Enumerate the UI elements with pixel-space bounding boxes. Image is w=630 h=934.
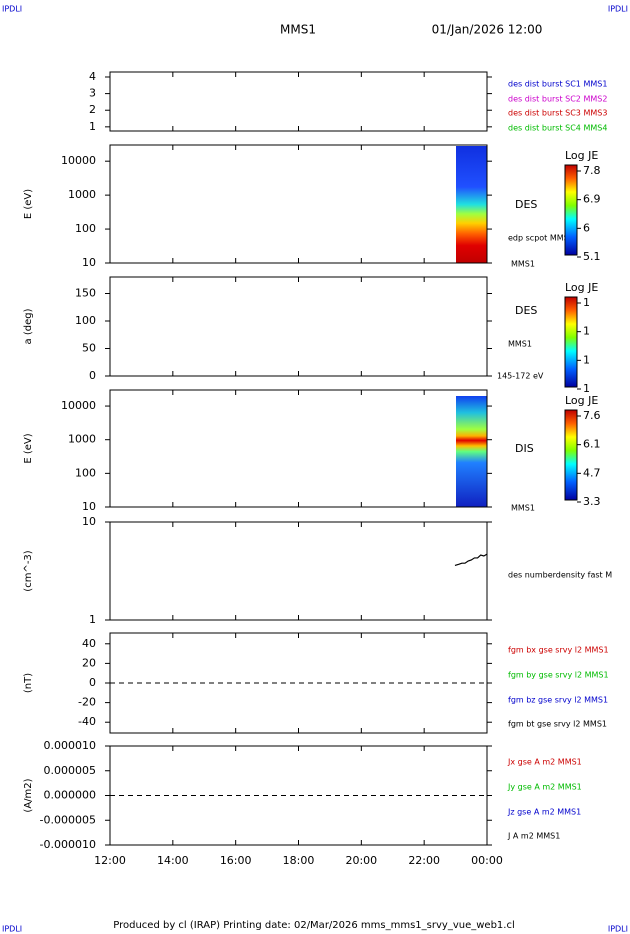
- colorbar-title: Log JE: [565, 281, 598, 294]
- colorbar-title: Log JE: [565, 394, 598, 407]
- colorbar-tick-label: 1: [583, 296, 590, 309]
- y-axis-label: a (deg): [23, 308, 34, 344]
- footer: Produced by cl (IRAP) Printing date: 02/…: [113, 920, 514, 931]
- corner-label: IPDLI: [2, 5, 22, 14]
- x-tick-label: 20:00: [345, 854, 377, 867]
- legend-label: MMS1: [508, 340, 532, 349]
- legend-label: Jx gse A m2 MMS1: [507, 758, 582, 767]
- y-tick-label: 20: [82, 656, 96, 669]
- legend-label: DIS: [515, 442, 534, 455]
- y-tick-label: 100: [75, 466, 96, 479]
- y-tick-label: 10: [82, 515, 96, 528]
- legend-label: Jz gse A m2 MMS1: [507, 808, 581, 817]
- y-tick-label: 10: [82, 256, 96, 269]
- y-tick-label: 1: [89, 120, 96, 133]
- colorbar-tick-label: 6.9: [583, 193, 601, 206]
- y-tick-label: 10000: [61, 399, 96, 412]
- y-tick-label: 0: [89, 369, 96, 382]
- y-tick-label: 1000: [68, 188, 96, 201]
- colorbar-tick-label: 1: [583, 325, 590, 338]
- colorbar-tick-label: 1: [583, 353, 590, 366]
- legend-label: fgm bt gse srvy l2 MMS1: [508, 720, 607, 729]
- y-axis-label: (cm^-3): [23, 550, 34, 591]
- legend-label: DES: [515, 304, 537, 317]
- colorbar: [564, 296, 578, 388]
- legend-label: fgm bz gse srvy l2 MMS1: [508, 696, 608, 705]
- colorbar-tick-label: 7.6: [583, 409, 601, 422]
- plot-frame: [109, 389, 488, 508]
- legend-label: MMS1: [511, 260, 535, 269]
- x-tick-label: 00:00: [471, 854, 503, 867]
- y-tick-label: -20: [78, 696, 96, 709]
- plot-frame: [109, 71, 488, 132]
- colorbar-tick-label: 7.8: [583, 164, 601, 177]
- y-tick-label: 0.000010: [44, 739, 97, 752]
- y-tick-label: 10000: [61, 154, 96, 167]
- colorbar-tick-label: 5.1: [583, 250, 601, 263]
- y-tick-label: 4: [89, 70, 96, 83]
- y-tick-label: -0.000005: [40, 813, 96, 826]
- y-tick-label: 50: [82, 342, 96, 355]
- corner-label: IPDLI: [2, 925, 22, 934]
- y-tick-label: 1: [89, 613, 96, 626]
- y-axis-label: E (eV): [23, 433, 34, 463]
- legend-label: 145-172 eV: [497, 372, 544, 381]
- y-axis-label: (A/m2): [23, 778, 34, 812]
- colorbar-tick-label: 6: [583, 221, 590, 234]
- colorbar-tick-label: 1: [583, 382, 590, 395]
- y-tick-label: 100: [75, 314, 96, 327]
- y-axis-label: (nT): [23, 673, 34, 693]
- plot-frame: [109, 144, 488, 264]
- colorbar: [564, 409, 578, 501]
- y-tick-label: 10: [82, 500, 96, 513]
- colorbar-tick-label: 3.3: [583, 495, 601, 508]
- y-tick-label: 40: [82, 637, 96, 650]
- legend-label: des dist burst SC3 MMS3: [508, 109, 607, 118]
- x-tick-label: 16:00: [220, 854, 252, 867]
- colorbar-tick-label: 6.1: [583, 438, 601, 451]
- legend-label: fgm bx gse srvy l2 MMS1: [508, 646, 609, 655]
- colorbar: [564, 164, 578, 256]
- y-tick-label: 0.000005: [44, 764, 97, 777]
- y-tick-label: 1000: [68, 433, 96, 446]
- y-tick-label: 2: [89, 103, 96, 116]
- x-tick-label: 22:00: [408, 854, 440, 867]
- y-tick-label: -0.000010: [40, 838, 96, 851]
- plot-frame: [109, 276, 488, 377]
- legend-label: des dist burst SC2 MMS2: [508, 95, 607, 104]
- corner-label: IPDLI: [608, 5, 628, 14]
- legend-label: MMS1: [511, 504, 535, 513]
- y-tick-label: 100: [75, 222, 96, 235]
- plot-frame: [109, 521, 488, 621]
- x-tick-label: 18:00: [283, 854, 315, 867]
- y-tick-label: 3: [89, 87, 96, 100]
- line-series: [454, 553, 488, 567]
- spectrogram: [456, 396, 487, 507]
- colorbar-title: Log JE: [565, 149, 598, 162]
- legend-label: des dist burst SC4 MMS4: [508, 124, 607, 133]
- x-tick-label: 14:00: [157, 854, 189, 867]
- legend-label: des numberdensity fast M: [508, 571, 612, 580]
- x-tick-label: 12:00: [94, 854, 126, 867]
- legend-label: edp scpot MMS1: [508, 234, 574, 243]
- colorbar-tick-label: 4.7: [583, 466, 601, 479]
- date: 01/Jan/2026 12:00: [432, 23, 543, 37]
- spectrogram: [456, 146, 487, 263]
- y-tick-label: 150: [75, 287, 96, 300]
- legend-label: des dist burst SC1 MMS1: [508, 80, 607, 89]
- y-tick-label: -40: [78, 715, 96, 728]
- legend-label: J A m2 MMS1: [507, 832, 560, 841]
- y-axis-label: E (eV): [23, 189, 34, 219]
- legend-label: DES: [515, 198, 537, 211]
- title: MMS1: [280, 23, 316, 37]
- legend-label: fgm by gse srvy l2 MMS1: [508, 671, 609, 680]
- corner-label: IPDLI: [608, 925, 628, 934]
- y-tick-label: 0: [89, 676, 96, 689]
- y-tick-label: 0.000000: [44, 789, 97, 802]
- legend-label: Jy gse A m2 MMS1: [507, 783, 582, 792]
